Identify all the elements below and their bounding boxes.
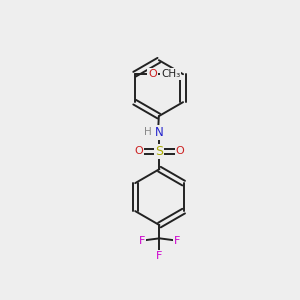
Text: O: O	[148, 69, 157, 79]
Text: F: F	[174, 236, 180, 246]
Text: H: H	[144, 127, 152, 137]
Text: O: O	[176, 146, 184, 157]
Text: F: F	[139, 236, 145, 246]
Text: N: N	[155, 126, 164, 139]
Text: F: F	[156, 251, 163, 261]
Text: CH₃: CH₃	[161, 69, 180, 79]
Text: O: O	[134, 146, 143, 157]
Text: S: S	[155, 145, 164, 158]
